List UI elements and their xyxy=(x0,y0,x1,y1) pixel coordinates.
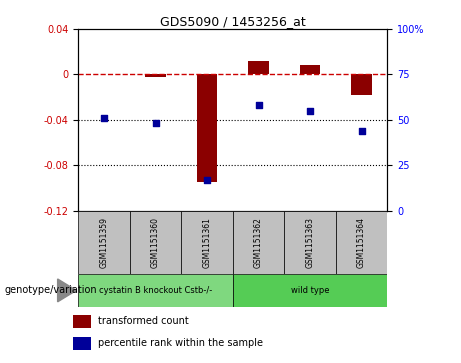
Point xyxy=(100,115,108,121)
Point xyxy=(203,177,211,183)
Bar xyxy=(73,315,91,328)
FancyBboxPatch shape xyxy=(78,274,233,307)
Title: GDS5090 / 1453256_at: GDS5090 / 1453256_at xyxy=(160,15,306,28)
Point xyxy=(255,102,262,108)
Text: wild type: wild type xyxy=(291,286,329,295)
FancyBboxPatch shape xyxy=(78,211,130,274)
Point xyxy=(306,108,313,114)
Text: GSM1151362: GSM1151362 xyxy=(254,217,263,268)
Text: cystatin B knockout Cstb-/-: cystatin B knockout Cstb-/- xyxy=(99,286,212,295)
Point xyxy=(152,121,160,126)
FancyBboxPatch shape xyxy=(233,274,387,307)
FancyBboxPatch shape xyxy=(336,211,387,274)
Text: genotype/variation: genotype/variation xyxy=(5,285,97,295)
Text: GSM1151359: GSM1151359 xyxy=(100,217,109,268)
Bar xyxy=(197,74,218,182)
Bar xyxy=(300,65,320,74)
FancyBboxPatch shape xyxy=(233,211,284,274)
FancyBboxPatch shape xyxy=(130,211,181,274)
Bar xyxy=(73,337,91,350)
Bar xyxy=(351,74,372,95)
Text: GSM1151363: GSM1151363 xyxy=(306,217,314,268)
Text: percentile rank within the sample: percentile rank within the sample xyxy=(98,338,263,348)
Text: transformed count: transformed count xyxy=(98,316,189,326)
FancyBboxPatch shape xyxy=(284,211,336,274)
Bar xyxy=(248,61,269,74)
Bar xyxy=(145,74,166,77)
Polygon shape xyxy=(58,279,77,302)
Text: GSM1151360: GSM1151360 xyxy=(151,217,160,268)
FancyBboxPatch shape xyxy=(181,211,233,274)
Text: GSM1151361: GSM1151361 xyxy=(202,217,212,268)
Text: GSM1151364: GSM1151364 xyxy=(357,217,366,268)
Point xyxy=(358,128,365,134)
